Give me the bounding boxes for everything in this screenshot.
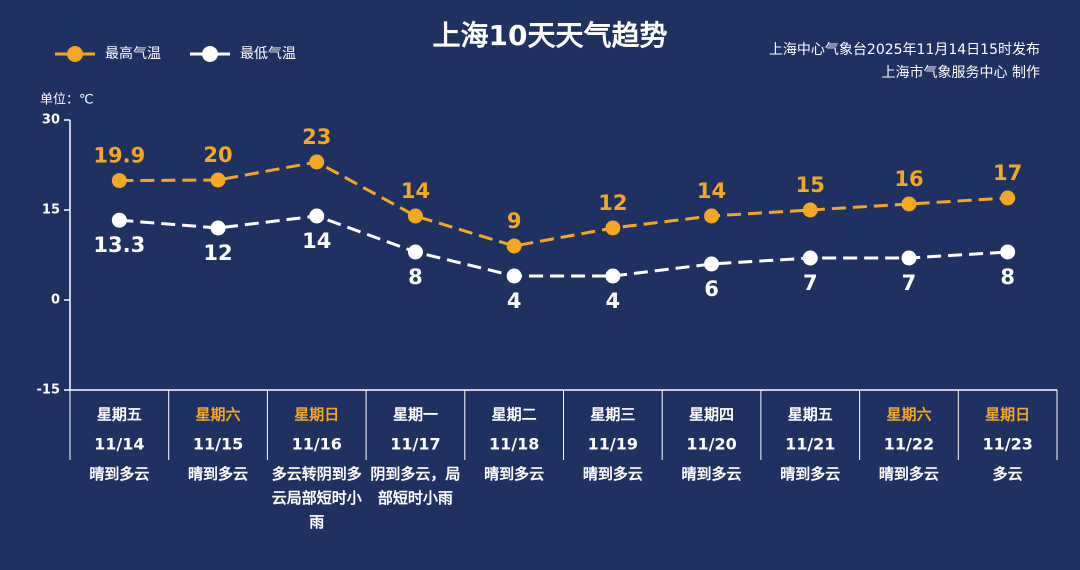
legend-label: 最低气温 (240, 46, 296, 62)
x-tick-label: 11/20 (686, 435, 736, 454)
weekday-label: 星期二 (492, 406, 537, 424)
data-label: 20 (203, 143, 232, 167)
weekday-label: 星期五 (788, 406, 833, 424)
data-label: 6 (704, 277, 719, 301)
weather-label: 多云 (992, 465, 1023, 483)
data-label: 14 (401, 179, 430, 203)
data-point (605, 268, 621, 284)
x-tick-label: 11/15 (193, 435, 243, 454)
y-tick-label: 0 (51, 293, 60, 308)
weather-label: 晴到多云 (878, 465, 939, 483)
data-point (802, 202, 818, 218)
chart-title: 上海10天天气趋势 (433, 19, 668, 52)
weekday-label: 星期五 (97, 406, 142, 424)
weekday-label: 星期四 (689, 406, 734, 424)
weather-label: 晴到多云 (582, 465, 643, 483)
weekday-label: 星期日 (294, 406, 339, 424)
data-point (506, 268, 522, 284)
unit-label: 单位：℃ (40, 93, 94, 108)
data-point (506, 238, 522, 254)
data-point (111, 173, 127, 189)
x-tick-label: 11/21 (785, 435, 835, 454)
data-point (407, 244, 423, 260)
source-line: 上海中心气象台2025年11月14日15时发布 (769, 42, 1040, 58)
y-tick-label: 30 (42, 113, 60, 128)
data-label: 7 (902, 271, 917, 295)
data-point (210, 220, 226, 236)
data-label: 4 (507, 289, 522, 313)
weather-label: 晴到多云 (188, 465, 249, 483)
data-point (309, 154, 325, 170)
weekday-label: 星期三 (590, 406, 635, 424)
x-tick-label: 11/18 (489, 435, 539, 454)
weekday-label: 星期六 (886, 406, 931, 424)
source-line: 上海市气象服务中心 制作 (882, 64, 1040, 81)
legend-label: 最高气温 (105, 45, 161, 62)
weather-label: 晴到多云 (681, 465, 742, 483)
y-tick-label: -15 (37, 383, 61, 398)
weather-label: 阴到多云，局部短时小雨 (370, 465, 461, 507)
series-line (119, 214, 1008, 278)
data-point (802, 250, 818, 266)
data-label: 4 (606, 289, 621, 313)
weather-label: 晴到多云 (780, 465, 841, 483)
y-tick-label: 15 (42, 203, 60, 218)
data-label: 12 (598, 191, 627, 215)
data-label: 19.9 (93, 144, 145, 168)
data-point (901, 196, 917, 212)
weather-label: 晴到多云 (89, 465, 150, 483)
x-tick-label: 11/19 (588, 435, 638, 454)
data-point (704, 256, 720, 272)
data-label: 13.3 (93, 233, 145, 257)
data-point (605, 220, 621, 236)
x-tick-label: 11/22 (884, 435, 934, 454)
weather-label: 多云转阴到多云局部短时小雨 (271, 465, 362, 531)
data-point (901, 250, 917, 266)
data-point (210, 172, 226, 188)
weekday-label: 星期六 (196, 406, 241, 424)
weekday-label: 星期一 (393, 406, 438, 424)
x-tick-label: 11/16 (292, 435, 342, 454)
data-label: 15 (796, 173, 825, 197)
data-point (704, 208, 720, 224)
x-tick-label: 11/17 (390, 435, 440, 454)
series-line (119, 160, 1008, 248)
data-label: 12 (203, 241, 232, 265)
weekday-label: 星期日 (985, 406, 1030, 424)
legend-marker (67, 46, 83, 62)
data-label: 7 (803, 271, 818, 295)
data-point (111, 212, 127, 228)
data-label: 8 (408, 265, 423, 289)
data-label: 17 (993, 161, 1022, 185)
data-label: 23 (302, 125, 331, 149)
data-point (1000, 190, 1016, 206)
data-label: 16 (894, 167, 923, 191)
legend-marker (202, 46, 218, 62)
data-point (407, 208, 423, 224)
x-tick-label: 11/14 (94, 435, 144, 454)
data-label: 14 (302, 229, 331, 253)
data-point (1000, 244, 1016, 260)
data-label: 14 (697, 179, 726, 203)
weather-label: 晴到多云 (484, 465, 545, 483)
data-label: 9 (507, 209, 522, 233)
data-label: 8 (1000, 265, 1015, 289)
x-tick-label: 11/23 (982, 435, 1032, 454)
data-point (309, 208, 325, 224)
